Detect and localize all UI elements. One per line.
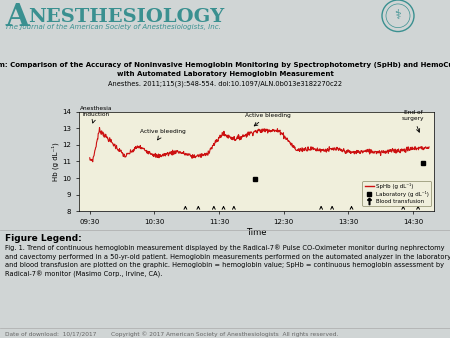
Text: Figure Legend:: Figure Legend:	[5, 235, 82, 243]
Text: Fig. 1. Trend of continuous hemoglobin measurement displayed by the Radical-7® P: Fig. 1. Trend of continuous hemoglobin m…	[5, 244, 450, 278]
Text: NESTHESIOLOGY: NESTHESIOLOGY	[28, 8, 224, 26]
Y-axis label: Hb (g dL⁻¹): Hb (g dL⁻¹)	[52, 142, 59, 181]
Text: The Journal of the American Society of Anesthesiologists, Inc.: The Journal of the American Society of A…	[5, 24, 221, 30]
Text: Anesthes. 2011;115(3):548-554. doi:10.1097/ALN.0b013e3182270c22: Anesthes. 2011;115(3):548-554. doi:10.10…	[108, 80, 342, 87]
Text: Active bleeding: Active bleeding	[245, 113, 291, 126]
Text: with Automated Laboratory Hemoglobin Measurement: with Automated Laboratory Hemoglobin Mea…	[117, 71, 333, 77]
Legend: SpHb (g dL⁻¹), Laboratory (g dL⁻¹), Blood transfusion: SpHb (g dL⁻¹), Laboratory (g dL⁻¹), Bloo…	[363, 180, 432, 207]
Text: From: Comparison of the Accuracy of Noninvasive Hemoglobin Monitoring by Spectro: From: Comparison of the Accuracy of Noni…	[0, 62, 450, 68]
X-axis label: Time: Time	[246, 228, 267, 237]
Text: ⚕: ⚕	[395, 9, 401, 22]
Text: Anesthesia
induction: Anesthesia induction	[80, 106, 112, 123]
Text: End of
surgery: End of surgery	[402, 111, 424, 132]
Text: Date of download:  10/17/2017: Date of download: 10/17/2017	[5, 331, 96, 336]
Text: A: A	[5, 2, 29, 33]
Text: Active bleeding: Active bleeding	[140, 129, 186, 140]
Text: Copyright © 2017 American Society of Anesthesiologists  All rights reserved.: Copyright © 2017 American Society of Ane…	[111, 331, 339, 337]
